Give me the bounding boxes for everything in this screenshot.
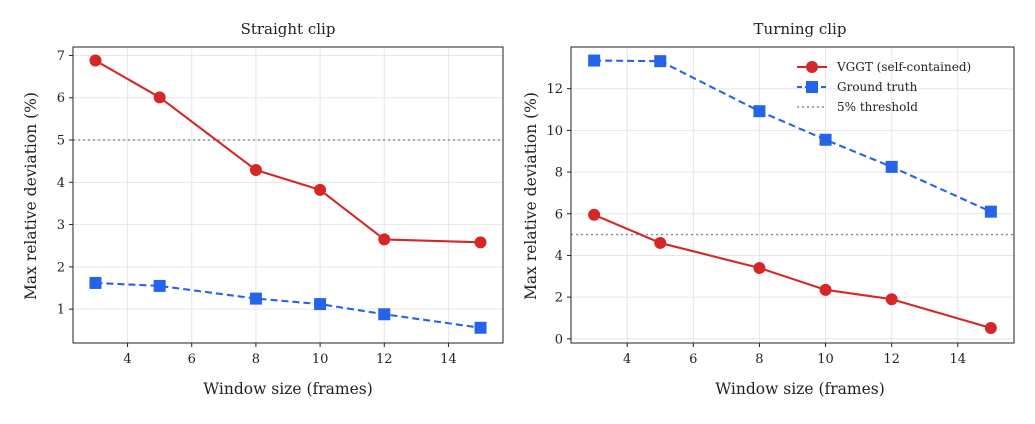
vggt-data-point bbox=[249, 164, 262, 177]
ground-truth-data-point bbox=[89, 276, 102, 289]
ground-truth-data-point bbox=[474, 321, 487, 334]
y-tick-label: 10 bbox=[546, 124, 563, 139]
vggt-series-line bbox=[593, 213, 992, 329]
x-tick-label: 14 bbox=[440, 352, 457, 367]
x-tick-label: 4 bbox=[123, 352, 131, 367]
y-tick-label: 4 bbox=[57, 176, 65, 191]
axes-frame bbox=[570, 46, 1015, 344]
ground-truth-series-line bbox=[95, 281, 481, 329]
vggt-data-point bbox=[885, 293, 898, 306]
x-tick-label: 12 bbox=[376, 352, 393, 367]
grid bbox=[73, 47, 503, 343]
x-tick-label: 12 bbox=[883, 352, 900, 367]
ground-truth-data-point bbox=[378, 308, 391, 321]
grid bbox=[571, 47, 1014, 343]
legend-marker bbox=[806, 81, 818, 93]
ground-truth-data-point bbox=[984, 205, 997, 218]
y-tick-label: 5 bbox=[57, 134, 65, 149]
y-axis-label: Max relative deviation (%) bbox=[22, 92, 40, 300]
legend-label: 5% threshold bbox=[837, 100, 918, 114]
ground-truth-data-point bbox=[654, 55, 667, 68]
y-tick-label: 2 bbox=[555, 291, 563, 306]
x-tick-label: 8 bbox=[252, 352, 260, 367]
y-tick-label: 12 bbox=[546, 82, 563, 97]
vggt-data-point bbox=[984, 321, 997, 334]
ground-truth-data-point bbox=[153, 279, 166, 292]
ground-truth-data-point bbox=[314, 298, 327, 311]
y-tick-label: 3 bbox=[57, 218, 65, 233]
y-tick-label: 1 bbox=[57, 303, 65, 318]
vggt-data-point bbox=[588, 208, 601, 221]
vggt-data-point bbox=[314, 183, 327, 196]
vggt-series-line bbox=[94, 59, 481, 244]
ground-truth-data-point bbox=[819, 133, 832, 146]
ground-truth-series-line bbox=[594, 59, 992, 213]
x-tick-label: 6 bbox=[188, 352, 196, 367]
vggt-data-point bbox=[153, 91, 166, 104]
y-tick-label: 4 bbox=[555, 249, 563, 264]
chart-title: Straight clip bbox=[241, 20, 336, 38]
x-axis-label: Window size (frames) bbox=[203, 380, 373, 398]
axes-frame bbox=[72, 46, 504, 344]
vggt-data-point bbox=[474, 236, 487, 249]
x-tick-label: 4 bbox=[623, 352, 631, 367]
x-tick-label: 14 bbox=[950, 352, 967, 367]
vggt-data-point bbox=[89, 54, 102, 67]
x-axis-label: Window size (frames) bbox=[715, 380, 885, 398]
vggt-data-point bbox=[753, 261, 766, 274]
straight-clip-chart: Straight clip Window size (frames) Max r… bbox=[22, 20, 504, 398]
y-tick-label: 0 bbox=[555, 332, 563, 347]
y-tick-label: 6 bbox=[555, 207, 563, 222]
vggt-data-point bbox=[654, 236, 667, 249]
ground-truth-data-point bbox=[885, 160, 898, 173]
ground-truth-data-point bbox=[249, 292, 262, 305]
legend: VGGT (self-contained) Ground truth 5% thre… bbox=[797, 60, 971, 114]
x-tick-label: 10 bbox=[817, 352, 834, 367]
legend-label: Ground truth bbox=[837, 80, 918, 94]
x-tick-label: 8 bbox=[755, 352, 763, 367]
y-tick-label: 6 bbox=[57, 91, 65, 106]
y-tick-label: 7 bbox=[57, 49, 65, 64]
x-tick-label: 6 bbox=[689, 352, 697, 367]
y-tick-label: 8 bbox=[555, 166, 563, 181]
ground-truth-data-point bbox=[753, 105, 766, 118]
y-tick-label: 2 bbox=[57, 260, 65, 275]
vggt-data-point bbox=[819, 283, 832, 296]
turning-clip-chart: Turning clip Window size (frames) Max re… bbox=[522, 20, 1015, 398]
ground-truth-data-point bbox=[588, 54, 601, 67]
legend-marker bbox=[806, 61, 818, 73]
vggt-data-point bbox=[378, 233, 391, 246]
legend-label: VGGT (self-contained) bbox=[836, 60, 971, 74]
x-tick-label: 10 bbox=[312, 352, 329, 367]
chart-title: Turning clip bbox=[754, 20, 847, 38]
y-axis-label: Max relative deviation (%) bbox=[522, 92, 540, 300]
